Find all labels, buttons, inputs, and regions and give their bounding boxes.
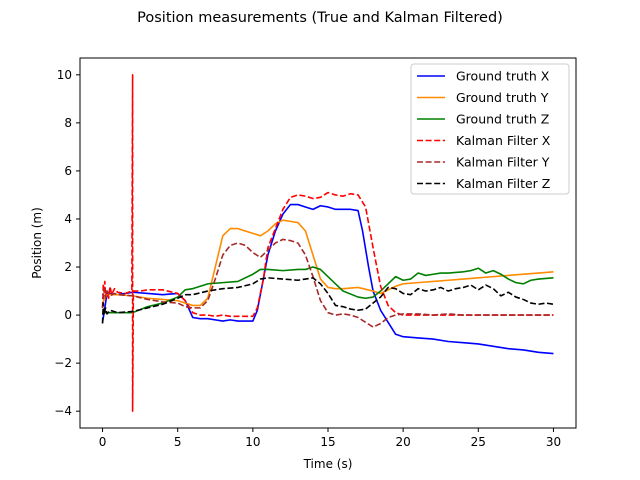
y-tick-label: 0 — [64, 308, 72, 322]
legend-box — [410, 63, 570, 195]
legend-label: Kalman Filter X — [456, 133, 551, 148]
series-line-kalman-filter-y — [101, 238, 554, 328]
x-tick-label: 10 — [245, 435, 260, 449]
x-tick-label: 30 — [546, 435, 561, 449]
legend-label: Kalman Filter Z — [456, 176, 550, 191]
legend-label: Ground truth Y — [456, 90, 549, 105]
y-tick-label: −2 — [54, 356, 72, 370]
x-axis: 0 5 10 15 20 25 30 — [99, 428, 561, 449]
y-tick-label: 8 — [64, 116, 72, 130]
x-tick-label: 0 — [99, 435, 107, 449]
chart-title: Position measurements (True and Kalman F… — [137, 10, 503, 26]
y-axis: −4 −2 0 2 4 6 8 10 — [54, 68, 80, 418]
y-tick-label: 4 — [64, 212, 72, 226]
series-line-ground-truth-z — [102, 266, 554, 314]
x-axis-label: Time (s) — [303, 457, 353, 471]
legend-label: Kalman Filter Y — [456, 155, 550, 170]
y-tick-label: 10 — [57, 68, 72, 82]
y-tick-label: −4 — [54, 404, 72, 418]
y-axis-label: Position (m) — [30, 207, 44, 279]
series-line-kalman-filter-x — [101, 74, 554, 412]
legend-label: Ground truth Z — [456, 112, 549, 127]
legend-label: Ground truth X — [456, 69, 550, 84]
x-tick-label: 25 — [471, 435, 486, 449]
x-tick-label: 5 — [174, 435, 182, 449]
legend: Ground truth X Ground truth Y Ground truth… — [410, 63, 570, 195]
y-tick-label: 2 — [64, 260, 72, 274]
series-line-kalman-filter-z — [101, 277, 554, 324]
x-tick-label: 15 — [320, 435, 335, 449]
x-tick-label: 20 — [396, 435, 411, 449]
y-tick-label: 6 — [64, 164, 72, 178]
plot-area — [79, 57, 577, 429]
series-line-ground-truth-x — [101, 203, 554, 355]
